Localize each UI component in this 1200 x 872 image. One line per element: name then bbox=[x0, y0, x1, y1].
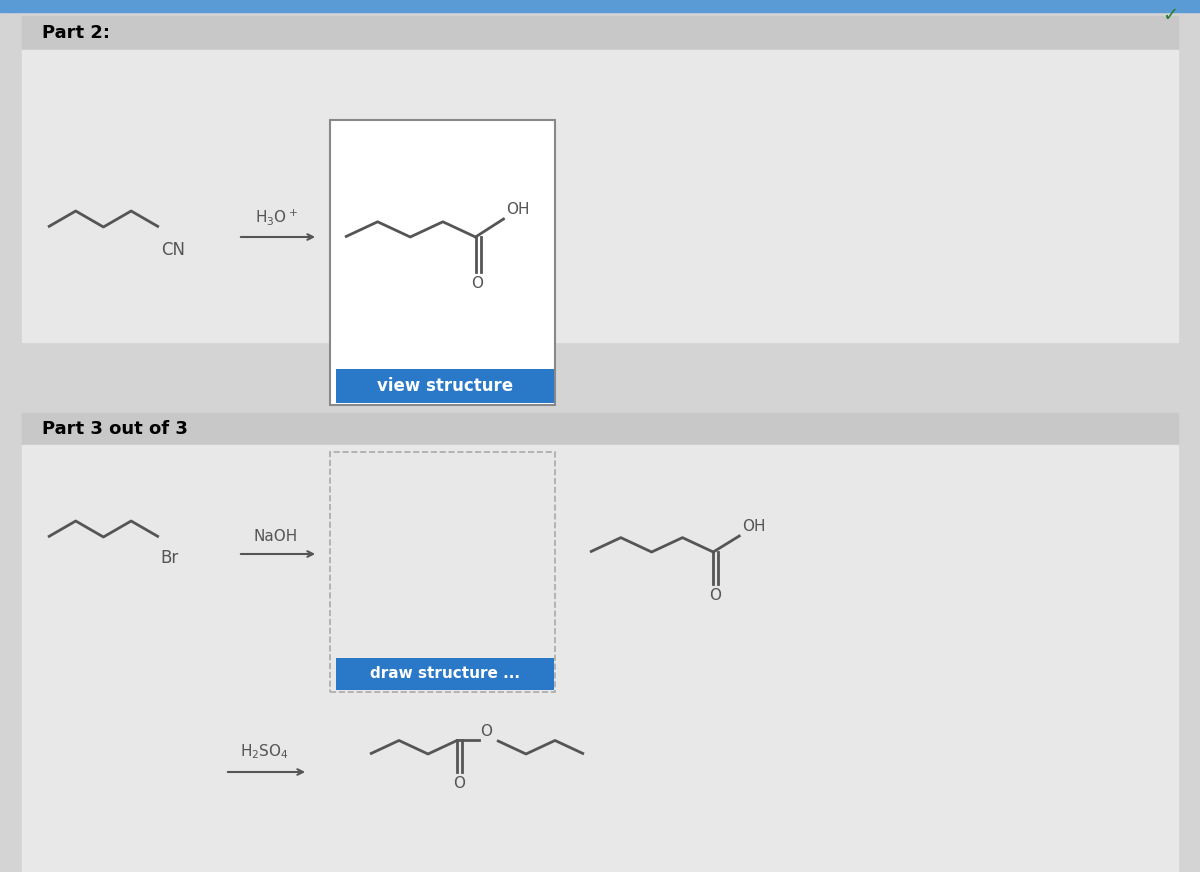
Bar bbox=[330, 452, 554, 692]
Text: ✓: ✓ bbox=[1162, 6, 1178, 25]
Text: Part 3 out of 3: Part 3 out of 3 bbox=[42, 420, 188, 438]
Text: CN: CN bbox=[161, 241, 185, 259]
Bar bbox=[330, 452, 554, 692]
Text: $\mathrm{H_3O^+}$: $\mathrm{H_3O^+}$ bbox=[254, 207, 298, 227]
Text: O: O bbox=[472, 276, 484, 291]
Bar bbox=[336, 658, 554, 690]
Text: O: O bbox=[480, 725, 492, 739]
Text: OH: OH bbox=[506, 202, 530, 217]
Text: view structure: view structure bbox=[377, 377, 514, 395]
Text: draw structure ...: draw structure ... bbox=[370, 666, 520, 682]
Text: OH: OH bbox=[743, 519, 766, 534]
Bar bbox=[22, 445, 1178, 872]
Text: O: O bbox=[709, 588, 721, 603]
Bar bbox=[330, 120, 554, 405]
Text: $\mathrm{H_2SO_4}$: $\mathrm{H_2SO_4}$ bbox=[240, 742, 288, 761]
Text: Part 2:: Part 2: bbox=[42, 24, 110, 42]
Bar bbox=[336, 369, 554, 403]
Bar bbox=[0, 0, 1200, 12]
Bar bbox=[22, 413, 1178, 445]
Bar bbox=[22, 16, 1178, 50]
Text: NaOH: NaOH bbox=[254, 529, 298, 544]
Bar bbox=[22, 50, 1178, 342]
Text: Br: Br bbox=[161, 549, 179, 567]
Text: O: O bbox=[454, 776, 466, 792]
